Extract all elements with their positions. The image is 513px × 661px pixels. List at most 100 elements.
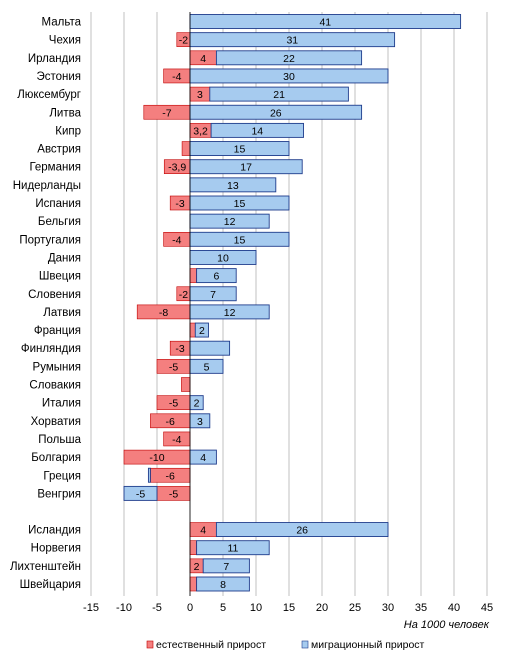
category-label: Ирландия	[28, 53, 81, 65]
bar-migration-growth	[210, 122, 304, 138]
bar-migration-growth	[196, 540, 270, 556]
category-label: Дания	[48, 252, 81, 264]
data-label-migration: 7	[210, 289, 216, 301]
category-label: Швеция	[39, 271, 81, 283]
data-label-natural: 4	[200, 53, 206, 65]
data-label-migration: 3	[197, 416, 203, 428]
bar-migration-growth	[196, 268, 237, 284]
data-label-natural: -10	[149, 452, 164, 464]
x-tick-label: 40	[448, 602, 460, 614]
category-label: Хорватия	[31, 416, 81, 428]
data-label-migration: 41	[319, 17, 331, 29]
bar-natural-growth	[189, 322, 196, 338]
category-label: Швейцария	[20, 579, 81, 591]
bar-natural-growth	[189, 268, 197, 283]
bar-migration-growth	[189, 340, 231, 356]
data-label-migration: 5	[204, 361, 210, 373]
data-label-migration: 4	[200, 452, 206, 464]
category-label: Мальта	[42, 17, 82, 29]
category-label: Греция	[43, 470, 81, 482]
category-label: Кипр	[55, 125, 81, 137]
x-tick-label: 15	[283, 602, 295, 614]
data-label-migration: 15	[234, 234, 246, 246]
data-label-natural: -5	[169, 488, 178, 500]
data-label-migration: 11	[227, 543, 238, 555]
data-label-natural: -6	[166, 416, 175, 428]
data-label-migration: 2	[194, 398, 200, 410]
category-label: Нидерланды	[13, 180, 81, 192]
data-label-migration: 13	[227, 180, 239, 192]
data-label-migration: 26	[270, 107, 282, 119]
data-label-natural: -4	[172, 71, 181, 83]
x-tick-label: -15	[83, 602, 99, 614]
x-tick-label: -10	[116, 602, 132, 614]
data-label-natural: -6	[166, 470, 175, 482]
category-label: Словения	[28, 289, 81, 301]
data-label-natural: -5	[169, 398, 178, 410]
data-label-migration: 15	[234, 144, 246, 156]
data-label-natural: -2	[179, 289, 188, 301]
x-tick-label: 0	[187, 602, 193, 614]
data-label-migration: 14	[251, 125, 263, 137]
data-label-natural: -3,9	[168, 162, 186, 174]
bar-natural-growth	[181, 141, 191, 156]
data-label-natural: -4	[172, 234, 181, 246]
data-label-natural: -5	[169, 361, 178, 373]
data-label-migration: 12	[224, 216, 236, 228]
legend-swatch-migration	[301, 640, 309, 649]
data-label-migration: 6	[213, 271, 219, 283]
data-label-natural: 4	[200, 525, 206, 537]
category-label: Румыния	[33, 361, 81, 373]
legend-label-migration: миграционный прирост	[311, 639, 425, 651]
category-label: Норвегия	[31, 543, 81, 555]
category-label: Бельгия	[38, 216, 81, 228]
category-label: Польша	[38, 434, 81, 446]
category-label: Австрия	[37, 144, 81, 156]
category-label: Литва	[49, 107, 81, 119]
category-label: Венгрия	[37, 488, 81, 500]
legend-swatch-natural	[146, 640, 154, 649]
data-label-natural: 3,2	[193, 125, 208, 137]
data-label-migration: 30	[283, 71, 295, 83]
data-label-natural: 2	[194, 561, 200, 573]
data-label-migration: 31	[286, 35, 298, 47]
category-label: Люксембург	[17, 89, 81, 101]
data-label-migration: 26	[296, 525, 308, 537]
bar-natural-growth	[181, 377, 191, 392]
data-label-natural: -3	[175, 343, 184, 355]
x-tick-label: -5	[152, 602, 162, 614]
bar-migration-growth	[147, 467, 151, 483]
data-label-migration: 2	[199, 325, 205, 337]
category-label: Италия	[42, 398, 81, 410]
bar-migration-growth	[215, 522, 389, 537]
data-label-natural: 3	[197, 89, 203, 101]
x-tick-label: 5	[220, 602, 226, 614]
legend: естественный прирост миграционный прирос…	[146, 639, 425, 651]
bar-natural-growth	[189, 576, 197, 592]
category-label: Финляндия	[21, 343, 81, 355]
category-label: Германия	[29, 162, 81, 174]
x-axis-ticks: -15 -10 -5 0 5 10 15 20 25 30 35 40 45	[83, 602, 493, 614]
category-label: Исландия	[28, 525, 81, 537]
x-tick-label: 25	[349, 602, 361, 614]
data-label-natural: -4	[172, 434, 181, 446]
data-label-migration: 12	[224, 307, 236, 319]
data-label-migration: -5	[136, 488, 145, 500]
x-tick-label: 35	[415, 602, 427, 614]
category-label: Португалия	[19, 234, 81, 246]
data-label-migration: 22	[283, 53, 295, 65]
bar-migration-growth	[215, 50, 363, 66]
legend-label-natural: естественный прирост	[156, 639, 266, 651]
category-label: Словакия	[29, 380, 81, 392]
data-label-migration: 8	[220, 579, 226, 591]
data-label-migration: 17	[240, 162, 252, 174]
bar-migration-growth	[194, 322, 209, 338]
category-label: Болгария	[31, 452, 81, 464]
x-tick-label: 45	[481, 602, 493, 614]
bars	[123, 12, 462, 596]
data-label-migration: 21	[273, 89, 285, 101]
data-label-migration: 7	[223, 561, 229, 573]
category-label: Эстония	[36, 71, 81, 83]
category-label: Испания	[35, 198, 81, 210]
